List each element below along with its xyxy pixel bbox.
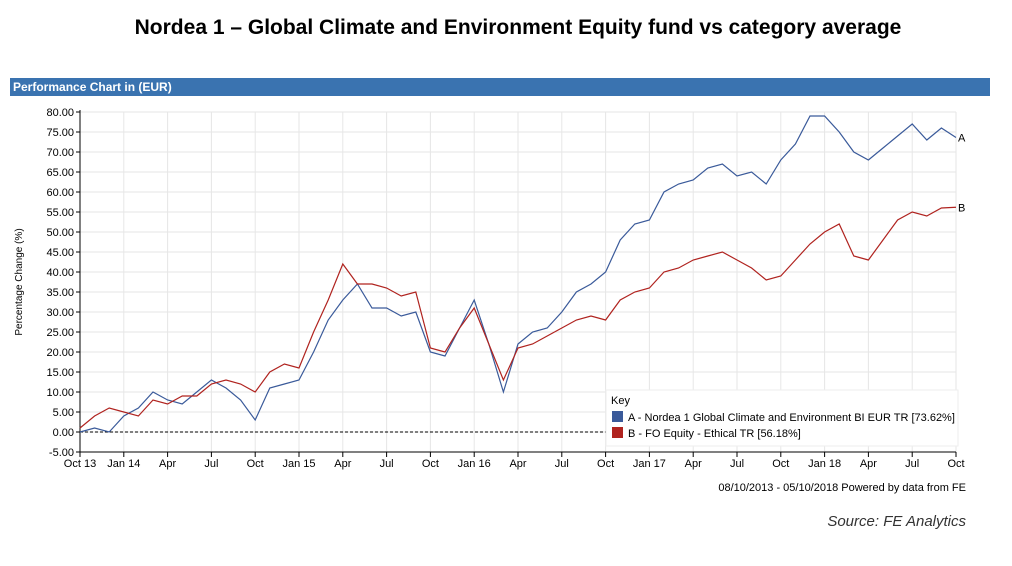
x-tick-label: Apr — [159, 458, 176, 470]
x-tick-label: Apr — [685, 458, 702, 470]
series-line — [79, 206, 957, 429]
y-tick-label: 20.00 — [46, 347, 74, 359]
y-tick-label: 10.00 — [46, 387, 74, 399]
source-note: Source: FE Analytics — [827, 513, 966, 530]
x-tick-label: Apr — [860, 458, 877, 470]
legend-title: Key — [611, 395, 630, 407]
legend-box — [605, 389, 959, 447]
x-tick-label: Oct — [947, 458, 964, 470]
y-tick-label: 65.00 — [46, 167, 74, 179]
x-tick-label: Oct — [247, 458, 264, 470]
x-tick-label: Jan 15 — [282, 458, 315, 470]
legend: Key A - Nordea 1 Global Climate and Envir… — [605, 389, 959, 447]
y-axis-label: Percentage Change (%) — [14, 228, 25, 335]
legend-swatch — [612, 427, 623, 438]
series-line — [79, 115, 957, 433]
date-range: 08/10/2013 - 05/10/2018 Powered by data … — [718, 482, 966, 494]
y-tick-label: 40.00 — [46, 267, 74, 279]
y-tick-label: 55.00 — [46, 207, 74, 219]
x-tick-label: Jan 16 — [458, 458, 491, 470]
series-end-label: A — [958, 133, 966, 145]
y-tick-label: 0.00 — [53, 427, 74, 439]
y-tick-label: -5.00 — [49, 447, 74, 459]
series-end-label: B — [958, 202, 965, 214]
y-tick-label: 80.00 — [46, 107, 74, 119]
x-tick-label: Jul — [555, 458, 569, 470]
y-tick-label: 50.00 — [46, 227, 74, 239]
legend-swatch — [612, 411, 623, 422]
legend-entry: A - Nordea 1 Global Climate and Environm… — [628, 412, 955, 424]
y-tick-label: 15.00 — [46, 367, 74, 379]
x-tick-label: Jul — [204, 458, 218, 470]
page-title: Nordea 1 – Global Climate and Environmen… — [134, 16, 902, 39]
x-tick-label: Jan 18 — [808, 458, 841, 470]
x-tick-label: Jul — [730, 458, 744, 470]
panel-title: Performance Chart in (EUR) — [10, 78, 990, 96]
y-tick-label: 35.00 — [46, 287, 74, 299]
x-tick-label: Apr — [334, 458, 351, 470]
x-tick-label: Oct — [422, 458, 439, 470]
y-tick-label: 30.00 — [46, 307, 74, 319]
x-tick-label: Oct 13 — [64, 458, 96, 470]
x-tick-label: Jul — [905, 458, 919, 470]
series-b: B — [79, 202, 965, 429]
series-a: A — [79, 115, 966, 433]
x-tick-label: Oct — [597, 458, 614, 470]
legend-entry: B - FO Equity - Ethical TR [56.18%] — [628, 428, 801, 440]
y-tick-label: 75.00 — [46, 127, 74, 139]
x-tick-label: Jul — [380, 458, 394, 470]
y-tick-label: 70.00 — [46, 147, 74, 159]
y-tick-label: 25.00 — [46, 327, 74, 339]
x-tick-label: Jan 14 — [107, 458, 140, 470]
x-tick-label: Oct — [772, 458, 789, 470]
y-tick-label: 60.00 — [46, 187, 74, 199]
y-tick-label: 5.00 — [53, 407, 74, 419]
x-tick-label: Jan 17 — [633, 458, 666, 470]
y-tick-label: 45.00 — [46, 247, 74, 259]
x-tick-label: Apr — [509, 458, 526, 470]
